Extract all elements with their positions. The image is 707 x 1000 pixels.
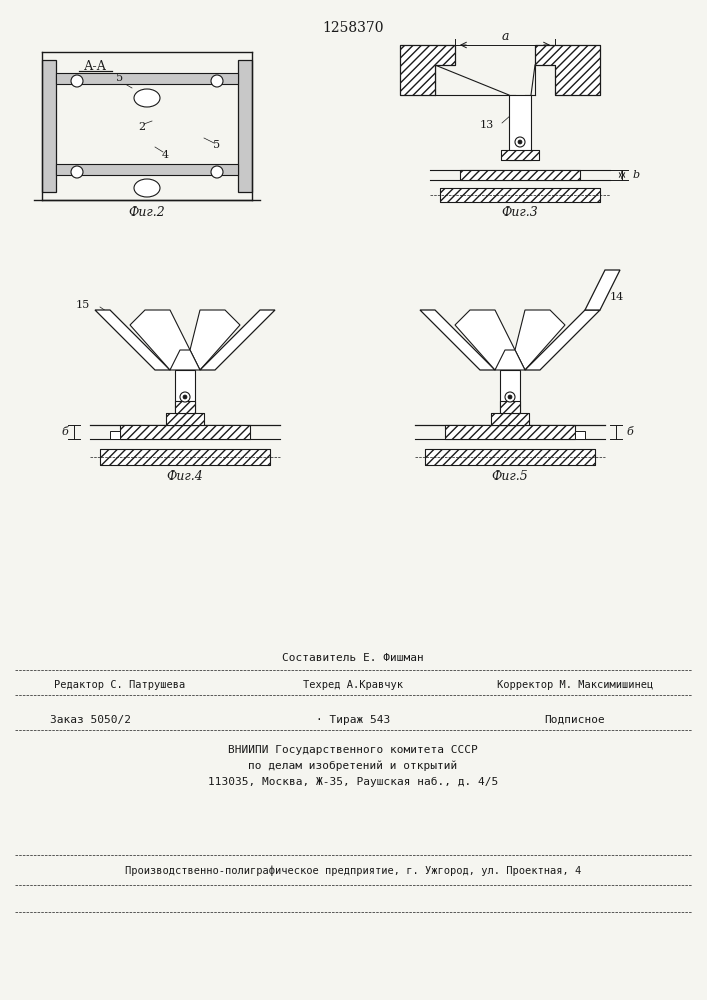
Bar	[500, 401, 520, 413]
Text: Фиг.5: Фиг.5	[491, 471, 528, 484]
Bar	[460, 170, 580, 180]
Bar	[238, 60, 252, 192]
Bar	[56, 73, 238, 84]
Text: Производственно-полиграфическое предприятие, г. Ужгород, ул. Проектная, 4: Производственно-полиграфическое предприя…	[125, 866, 581, 876]
Polygon shape	[170, 350, 200, 370]
Polygon shape	[95, 310, 170, 370]
Bar	[100, 449, 270, 465]
Text: 113035, Москва, Ж-35, Раушская наб., д. 4/5: 113035, Москва, Ж-35, Раушская наб., д. …	[208, 777, 498, 787]
Text: 1258370: 1258370	[322, 21, 384, 35]
Polygon shape	[455, 310, 515, 370]
Bar	[166, 413, 204, 425]
Text: Редактор С. Патрушева: Редактор С. Патрушева	[54, 680, 186, 690]
Bar	[440, 188, 600, 202]
Bar	[491, 413, 529, 425]
Text: Подписное: Подписное	[544, 715, 605, 725]
Bar	[440, 188, 600, 202]
Circle shape	[71, 75, 83, 87]
Bar	[425, 449, 595, 465]
Bar	[42, 60, 56, 192]
Text: Фиг.2: Фиг.2	[129, 206, 165, 219]
Text: 5: 5	[214, 140, 221, 150]
Text: ВНИИПИ Государственного комитета СССР: ВНИИПИ Государственного комитета СССР	[228, 745, 478, 755]
Text: А-А: А-А	[83, 60, 107, 74]
Text: 14: 14	[610, 292, 624, 302]
Polygon shape	[535, 45, 600, 95]
Bar	[100, 449, 270, 465]
Text: 5: 5	[117, 73, 124, 83]
Text: 4: 4	[161, 150, 168, 160]
Bar	[166, 413, 204, 425]
Bar	[120, 425, 250, 439]
Polygon shape	[525, 310, 600, 370]
Bar	[575, 431, 585, 439]
Polygon shape	[190, 310, 240, 370]
Polygon shape	[200, 310, 275, 370]
Text: 2: 2	[139, 122, 146, 132]
Circle shape	[518, 140, 522, 144]
Bar	[445, 425, 575, 439]
Circle shape	[180, 392, 190, 402]
Circle shape	[508, 395, 512, 399]
Circle shape	[71, 166, 83, 178]
Text: б: б	[62, 427, 69, 437]
Bar	[110, 431, 120, 439]
Bar	[175, 370, 195, 425]
Bar	[120, 425, 250, 439]
Ellipse shape	[134, 89, 160, 107]
Bar	[425, 449, 595, 465]
Text: a: a	[501, 29, 509, 42]
Bar	[500, 401, 520, 413]
Bar	[501, 150, 539, 160]
Circle shape	[183, 395, 187, 399]
Polygon shape	[585, 270, 620, 310]
Bar	[56, 164, 238, 175]
Bar	[175, 401, 195, 413]
Circle shape	[211, 166, 223, 178]
Bar	[445, 425, 575, 439]
Circle shape	[211, 75, 223, 87]
Polygon shape	[420, 310, 495, 370]
Text: Составитель Е. Фишман: Составитель Е. Фишман	[282, 653, 424, 663]
Bar	[491, 413, 529, 425]
Ellipse shape	[134, 179, 160, 197]
Text: Корректор М. Максимишинец: Корректор М. Максимишинец	[497, 680, 653, 690]
Text: Фиг.4: Фиг.4	[167, 471, 204, 484]
Polygon shape	[515, 310, 565, 370]
Polygon shape	[400, 45, 455, 95]
Text: Техред А.Кравчук: Техред А.Кравчук	[303, 680, 403, 690]
Text: Фиг.3: Фиг.3	[502, 206, 538, 219]
Text: по делам изобретений и открытий: по делам изобретений и открытий	[248, 761, 457, 771]
Bar	[460, 170, 580, 180]
Text: 13: 13	[480, 120, 494, 130]
Bar	[501, 150, 539, 160]
Bar	[509, 95, 531, 160]
Text: 15: 15	[76, 300, 90, 310]
Text: б: б	[626, 427, 633, 437]
Bar	[175, 401, 195, 413]
Bar	[500, 370, 520, 425]
Circle shape	[515, 137, 525, 147]
Polygon shape	[130, 310, 190, 370]
Circle shape	[505, 392, 515, 402]
Text: b: b	[633, 170, 640, 180]
Text: Заказ 5050/2: Заказ 5050/2	[49, 715, 131, 725]
Polygon shape	[495, 350, 525, 370]
Text: · Тираж 543: · Тираж 543	[316, 715, 390, 725]
